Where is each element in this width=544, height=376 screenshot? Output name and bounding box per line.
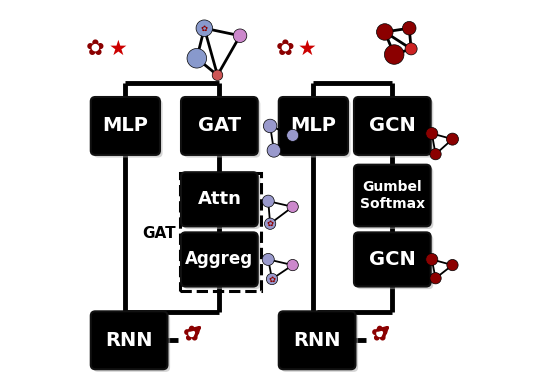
FancyBboxPatch shape: [281, 100, 350, 158]
Text: RNN: RNN: [293, 331, 341, 350]
FancyBboxPatch shape: [91, 97, 160, 155]
Text: ★: ★: [108, 39, 127, 59]
Text: ✿: ✿: [269, 274, 275, 284]
Text: Aggreg: Aggreg: [186, 250, 254, 268]
Text: ✿: ✿: [276, 39, 294, 59]
FancyBboxPatch shape: [357, 235, 434, 289]
Circle shape: [447, 259, 458, 271]
Circle shape: [287, 201, 298, 212]
Circle shape: [430, 273, 441, 284]
FancyBboxPatch shape: [354, 97, 431, 155]
Text: ✿: ✿: [449, 261, 456, 270]
Circle shape: [405, 43, 417, 55]
Circle shape: [267, 273, 277, 285]
Circle shape: [426, 127, 438, 139]
Circle shape: [263, 119, 277, 133]
Circle shape: [426, 253, 438, 265]
Circle shape: [376, 24, 393, 40]
Text: MLP: MLP: [290, 117, 336, 135]
FancyBboxPatch shape: [94, 314, 170, 372]
FancyBboxPatch shape: [181, 172, 258, 226]
FancyBboxPatch shape: [279, 311, 355, 369]
FancyBboxPatch shape: [181, 97, 258, 155]
Circle shape: [196, 20, 213, 36]
Text: ✿: ✿: [370, 324, 388, 345]
Text: ✿: ✿: [201, 24, 208, 33]
Circle shape: [287, 259, 298, 271]
FancyBboxPatch shape: [281, 314, 358, 372]
Text: RNN: RNN: [106, 331, 153, 350]
FancyBboxPatch shape: [357, 167, 434, 229]
Text: GCN: GCN: [369, 250, 416, 269]
Text: ✿: ✿: [267, 219, 274, 228]
Circle shape: [447, 133, 459, 145]
Text: ✿: ✿: [86, 39, 104, 59]
FancyBboxPatch shape: [184, 235, 261, 289]
Text: GAT: GAT: [198, 117, 241, 135]
FancyBboxPatch shape: [184, 175, 261, 229]
FancyBboxPatch shape: [279, 97, 348, 155]
FancyBboxPatch shape: [184, 100, 261, 158]
FancyBboxPatch shape: [94, 100, 163, 158]
Circle shape: [187, 49, 207, 68]
Circle shape: [430, 149, 441, 160]
Text: ★: ★: [297, 39, 316, 59]
Circle shape: [233, 29, 247, 42]
Text: MLP: MLP: [102, 117, 149, 135]
Circle shape: [385, 45, 404, 64]
FancyBboxPatch shape: [181, 232, 258, 287]
Bar: [180, 173, 261, 291]
Text: GAT: GAT: [143, 226, 176, 241]
FancyBboxPatch shape: [354, 165, 431, 226]
FancyBboxPatch shape: [357, 100, 434, 158]
Circle shape: [212, 70, 222, 80]
Circle shape: [262, 195, 274, 207]
Text: ✿: ✿: [449, 135, 456, 144]
Text: Attn: Attn: [197, 190, 242, 208]
Circle shape: [403, 21, 416, 35]
Text: ✿: ✿: [391, 50, 398, 59]
FancyBboxPatch shape: [354, 232, 431, 287]
Circle shape: [262, 253, 274, 265]
Text: Gumbel: Gumbel: [362, 180, 422, 194]
Circle shape: [267, 144, 281, 157]
Text: Softmax: Softmax: [360, 197, 425, 211]
Text: GCN: GCN: [369, 117, 416, 135]
Circle shape: [264, 218, 276, 229]
Circle shape: [287, 129, 299, 141]
FancyBboxPatch shape: [91, 311, 168, 369]
Text: ✿: ✿: [182, 324, 200, 345]
